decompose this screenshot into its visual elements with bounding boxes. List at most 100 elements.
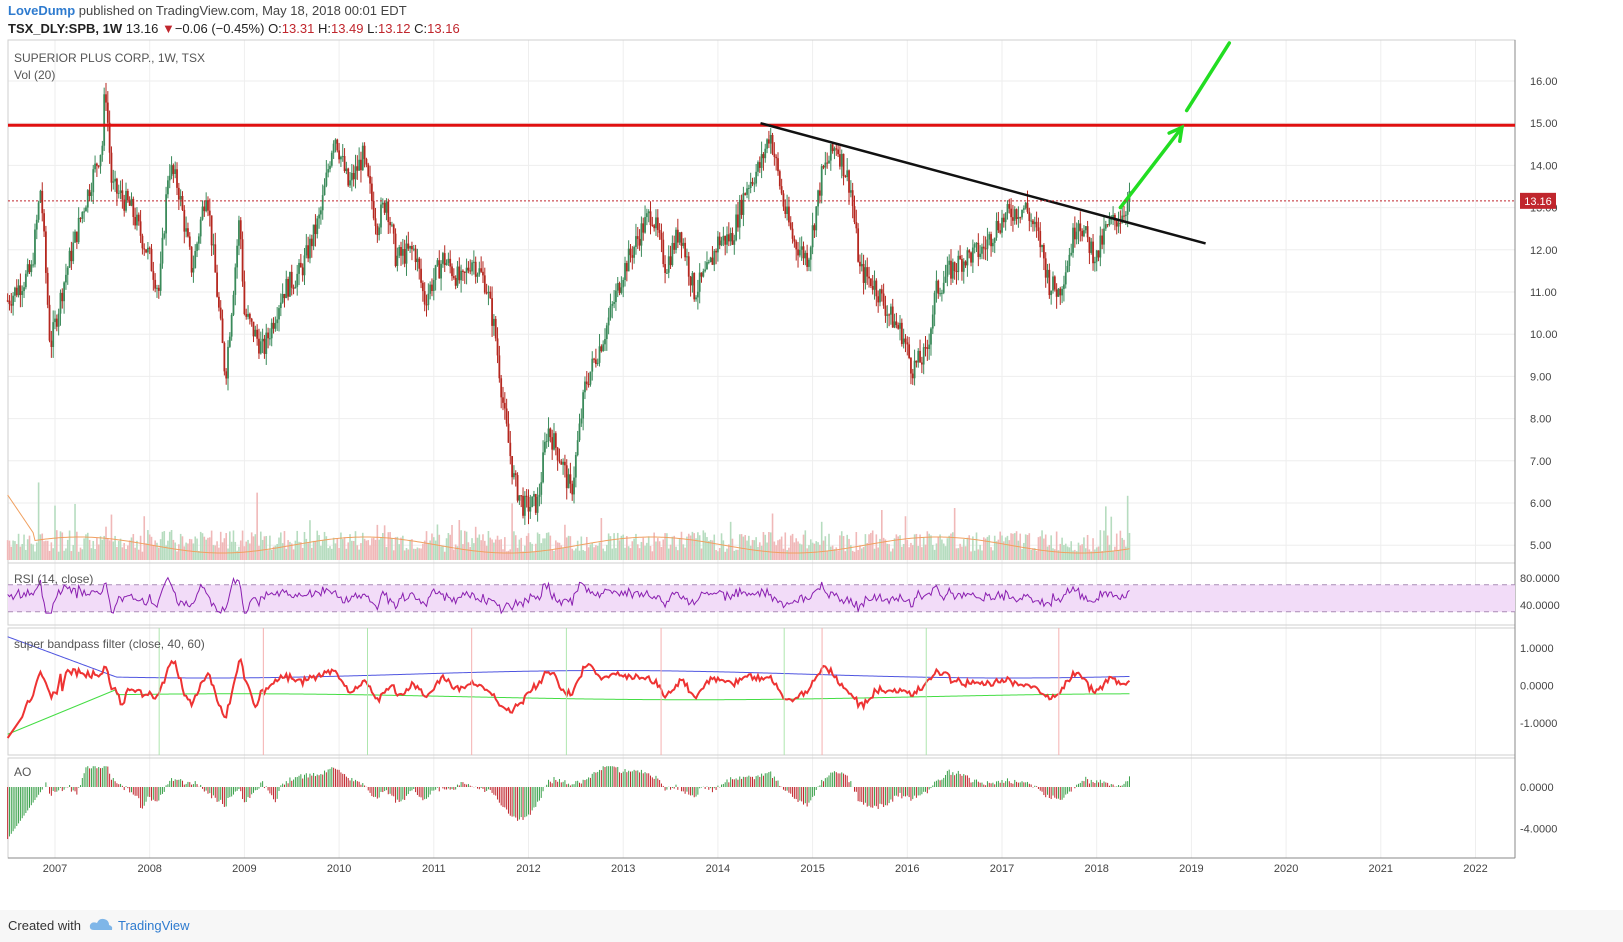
candle-body [141,235,144,249]
candle-body [285,278,288,299]
candle-body [962,261,965,272]
volume-bar [420,548,422,560]
candle-body [908,344,911,358]
candle-body [800,246,803,250]
volume-bar [283,531,286,560]
volume-bar [957,548,960,560]
drawings[interactable] [8,41,1515,245]
candle-body [370,183,373,201]
candle-body [1028,211,1031,222]
chart-canvas[interactable]: 2007 2008 2009 2010 2011 2012 2013 2014 2015 2016… [0,0,1623,910]
volume-bar [394,537,397,560]
candle-body [394,233,397,266]
volume-bar [194,536,197,560]
candle-body [303,255,306,276]
candle-body [886,314,889,316]
candle-body [505,408,508,424]
pane-borders [7,39,1516,859]
candle-body [729,233,732,242]
volume-bar [853,551,856,560]
volume-bar [81,549,84,560]
candle-body [582,392,585,419]
volume-bar [995,541,998,560]
volume-bar [768,532,770,560]
volume-bar [982,537,985,560]
x-tick-label: 2019 [1179,863,1203,875]
candle-body [718,236,721,246]
candle-body [15,287,18,296]
candle-body [948,260,951,265]
volume-bar [640,541,643,560]
tradingview-link[interactable]: TradingView [118,918,190,933]
candle-body [354,166,357,180]
candle-body [625,263,628,272]
cloud-logo-icon [89,918,113,930]
volume-bar [576,540,579,560]
candle-body [316,218,319,235]
volume-bar [613,533,615,560]
volume-bar [493,542,495,560]
volume-bar [294,540,297,560]
green-arrow-0[interactable] [1118,125,1184,210]
x-tick-label: 2011 [422,863,446,875]
rsi-y-tick: 40.0000 [1520,600,1560,612]
candle-body [640,223,643,246]
candle-body [238,220,240,246]
volume-bar [45,540,47,560]
volume-bar [46,540,49,560]
candle-body [826,162,829,164]
volume-bar [196,538,198,560]
volume-bar [538,533,541,560]
volume-bar [704,532,706,560]
volume-bar [504,537,506,560]
candle-body [494,318,497,339]
candle-body [480,268,483,272]
volume-bar [483,540,486,560]
candle-body [451,266,453,277]
candle-body [645,213,648,218]
volume-bar [1075,551,1078,560]
volume-bar [584,551,586,560]
symbol-label[interactable]: TSX_DLY:SPB, 1W [8,21,123,36]
candle-body [715,250,717,253]
candle-body [611,303,614,306]
candle-body [706,262,708,270]
volume-bar [172,539,175,560]
candle-body [684,242,687,258]
volume-bar [669,544,672,560]
candle-body [380,204,382,228]
candle-body [154,279,157,289]
volume-bar [937,536,940,560]
volume-bar [779,539,781,560]
candle-body [1010,208,1013,218]
volume-bar [1032,548,1034,560]
candle-body [1035,221,1038,228]
volume-bar [846,534,849,560]
author-link[interactable]: LoveDump [8,3,76,18]
candle-body [57,313,60,327]
pane-border-2 [7,627,1516,756]
trendline[interactable] [760,121,1206,245]
volume-bar [933,549,936,560]
volume-bar [1083,537,1085,560]
candle-body [1095,250,1098,262]
candle-body [1103,228,1105,245]
candle-body [849,190,852,193]
volume-bar [860,548,863,560]
volume-bar [61,532,64,560]
green-arrow-1[interactable] [1184,41,1232,113]
candle-body [274,323,277,329]
candle-body [1104,224,1107,229]
candle-body [840,153,843,167]
volume-bar [698,535,701,560]
candle-body [846,170,849,178]
volume-bar [338,547,340,560]
volume-bar [879,538,881,560]
volume-bar [221,542,224,560]
candle-body [276,319,279,324]
volume-bar [1088,549,1091,560]
chart-title: SUPERIOR PLUS CORP., 1W, TSX [14,51,205,65]
volume-bar [48,550,51,560]
volume-bar [43,541,45,560]
candle-body [434,265,437,281]
